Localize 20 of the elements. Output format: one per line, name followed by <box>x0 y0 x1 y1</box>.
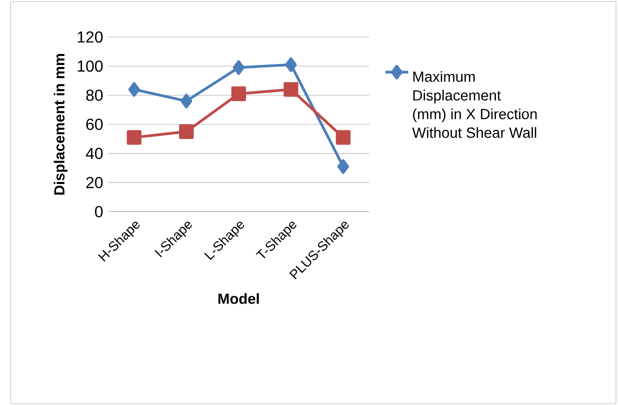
point <box>179 124 194 139</box>
point <box>128 82 140 97</box>
y-tick-label: 0 <box>95 206 103 218</box>
legend-label: Maximum Displacement (mm) in X Direction Without Shear Wall <box>412 71 537 138</box>
y-tick-label: 40 <box>86 148 103 160</box>
y-tick-label: 100 <box>78 60 103 72</box>
point <box>285 57 297 72</box>
y-tick-label: 80 <box>86 90 103 101</box>
y-tick-label: 120 <box>78 31 103 43</box>
point <box>126 130 142 145</box>
point <box>231 86 246 102</box>
x-axis-title: Model <box>218 293 259 304</box>
point <box>284 82 298 97</box>
point <box>180 94 192 108</box>
y-tick-label: 20 <box>86 176 103 188</box>
point <box>336 130 351 145</box>
y-axis-title: Displacement in mm <box>54 54 68 195</box>
y-tick-label: 60 <box>86 118 103 130</box>
point <box>232 60 245 75</box>
point <box>337 159 350 174</box>
